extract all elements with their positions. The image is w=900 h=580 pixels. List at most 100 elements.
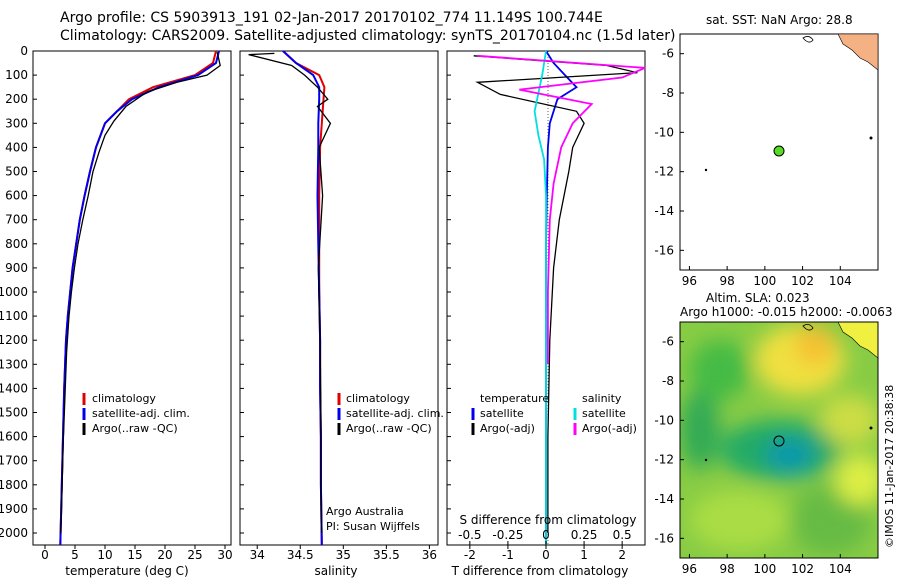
temperature-xlabel: temperature (deg C)	[65, 564, 188, 578]
island-dot	[869, 136, 873, 140]
header-line-1: Argo profile: CS 5903913_191 02-Jan-2017…	[60, 10, 603, 26]
legend-argo: Argo(..raw -QC)	[346, 422, 432, 435]
island-dot	[869, 426, 873, 430]
x-tick-label: -1	[502, 548, 514, 562]
depth-tick-label: 1200	[0, 333, 28, 347]
series-line-temperature-argo-adj-	[473, 55, 638, 533]
x-tick-label: 0	[542, 528, 550, 542]
map-y-tick-label: -14	[654, 204, 674, 218]
legend-argo: Argo(..raw -QC)	[92, 422, 178, 435]
x-tick-label: -0.25	[492, 528, 523, 542]
x-tick-label: 25	[187, 548, 202, 562]
x-tick-label: 0	[542, 548, 550, 562]
x-tick-label: 34	[250, 548, 265, 562]
legend-s-argo: Argo(-adj)	[582, 422, 637, 435]
x-tick-label: 35	[336, 548, 351, 562]
x-tick-label: 1	[580, 548, 588, 562]
map-x-tick-label: 102	[791, 274, 814, 288]
temperature-series	[59, 50, 221, 546]
legend-climatology: climatology	[92, 392, 156, 405]
x-tick-label: 36	[422, 548, 437, 562]
depth-tick-label: 1400	[0, 381, 28, 395]
x-tick-label: 0	[41, 548, 49, 562]
depth-tick-label: 800	[5, 237, 28, 251]
depth-tick-label: 1000	[0, 285, 28, 299]
salinity-panel: 34 34.5 35 35.5 36 salinity climatology sate…	[239, 50, 444, 578]
map-y-tick-label: -16	[654, 243, 674, 257]
temperature-legend: climatology satellite-adj. clim. Argo(..…	[82, 392, 190, 435]
map-y-tick-label: -10	[654, 125, 674, 139]
sst-map-title: sat. SST: NaN Argo: 28.8	[706, 13, 853, 27]
map-x-tick-label: 104	[829, 562, 852, 576]
depth-tick-label: 1600	[0, 430, 28, 444]
sla-map-title: Altim. SLA: 0.023	[706, 291, 810, 305]
depth-tick-label: 400	[5, 140, 28, 154]
legend-satellite: satellite-adj. clim.	[346, 407, 444, 420]
series-line-climatology	[59, 50, 217, 546]
map-y-tick-label: -8	[662, 86, 674, 100]
map-y-tick-label: -6	[662, 47, 674, 61]
map-y-tick-label: -10	[654, 413, 674, 427]
depth-tick-label: 1700	[0, 454, 28, 468]
map-x-tick-label: 104	[829, 274, 852, 288]
depth-tick-label: 1500	[0, 406, 28, 420]
timestamp-stamp: ©IMOS 11-Jan-2017 20:38:38	[883, 385, 896, 548]
depth-tick-label: 1900	[0, 502, 28, 516]
map-y-tick-label: -14	[654, 492, 674, 506]
sumatra-land	[837, 322, 878, 359]
series-line-satellite-adj-clim-	[59, 50, 220, 546]
sst-map-yticks: -6 -8 -10 -12 -14 -16	[654, 47, 684, 257]
series-line-argo-raw-qc-	[248, 52, 332, 534]
difference-panel: -0.5 -0.25 0 0.25 0.5 -2 -1 0 1 2 S difference f…	[446, 50, 646, 578]
credit-pi: PI: Susan Wijffels	[326, 520, 420, 533]
depth-axis: 0 100 200 300 400 500 600 700 800 900 1000 1100 1200…	[0, 44, 451, 540]
x-tick-label: 30	[217, 548, 232, 562]
depth-tick-label: 200	[5, 92, 28, 106]
depth-tick-label: 1300	[0, 357, 28, 371]
series-line-argo-raw-qc-	[59, 52, 221, 534]
sst-map: sat. SST: NaN Argo: 28.8 -6 -8 -10 -12 -14 -1…	[654, 13, 879, 288]
difference-s-ticks: -0.5 -0.25 0 0.25 0.5	[458, 528, 632, 545]
temperature-panel: 0 5 10 15 20 25 30 temperature (deg C) climato…	[32, 50, 233, 578]
island-outline	[802, 36, 814, 43]
difference-t-ticks: -2 -1 0 1 2	[464, 545, 626, 562]
series-line-salinity-satellite	[533, 50, 547, 545]
sla-map-frame	[679, 321, 879, 559]
sumatra-land	[837, 33, 879, 71]
depth-tick-label: 600	[5, 189, 28, 203]
x-tick-label: 15	[127, 548, 142, 562]
legend-t-satellite: satellite	[480, 407, 524, 420]
series-line-satellite-adj-clim-	[282, 50, 323, 546]
legend-t-argo: Argo(-adj)	[480, 422, 535, 435]
temperature-frame	[32, 50, 232, 546]
map-y-tick-label: -12	[654, 165, 674, 179]
sst-map-xticks: 96 98 100 102 104	[682, 266, 852, 288]
x-tick-label: 5	[71, 548, 79, 562]
map-x-tick-label: 96	[682, 274, 697, 288]
s-difference-label: S difference from climatology	[460, 513, 637, 527]
x-tick-label: 20	[157, 548, 172, 562]
island-dot	[704, 168, 708, 172]
float-location-marker	[773, 145, 785, 157]
difference-series	[473, 50, 646, 545]
map-x-tick-label: 98	[720, 274, 735, 288]
series-line-salinity-argo-adj-	[477, 54, 646, 365]
x-tick-label: 34.5	[287, 548, 314, 562]
depth-tick-label: 900	[5, 261, 28, 275]
x-tick-label: 10	[97, 548, 112, 562]
legend-climatology: climatology	[346, 392, 410, 405]
difference-legend: temperature salinity satellite Argo(-adj…	[471, 392, 637, 435]
map-x-tick-label: 102	[791, 562, 814, 576]
depth-tick-label: 0	[20, 44, 28, 58]
island-dot	[704, 458, 708, 462]
x-tick-label: 0.25	[571, 528, 598, 542]
sla-map: Altim. SLA: 0.023 Argo h1000: -0.015 h20…	[654, 291, 892, 576]
sla-map-subtitle: Argo h1000: -0.015 h2000: -0.0063	[680, 305, 893, 319]
map-y-tick-label: -8	[662, 374, 674, 388]
map-y-tick-label: -16	[654, 531, 674, 545]
legend-satellite: satellite-adj. clim.	[92, 407, 190, 420]
x-tick-label: -2	[464, 548, 476, 562]
depth-tick-label: 300	[5, 116, 28, 130]
x-tick-label: 2	[618, 548, 626, 562]
